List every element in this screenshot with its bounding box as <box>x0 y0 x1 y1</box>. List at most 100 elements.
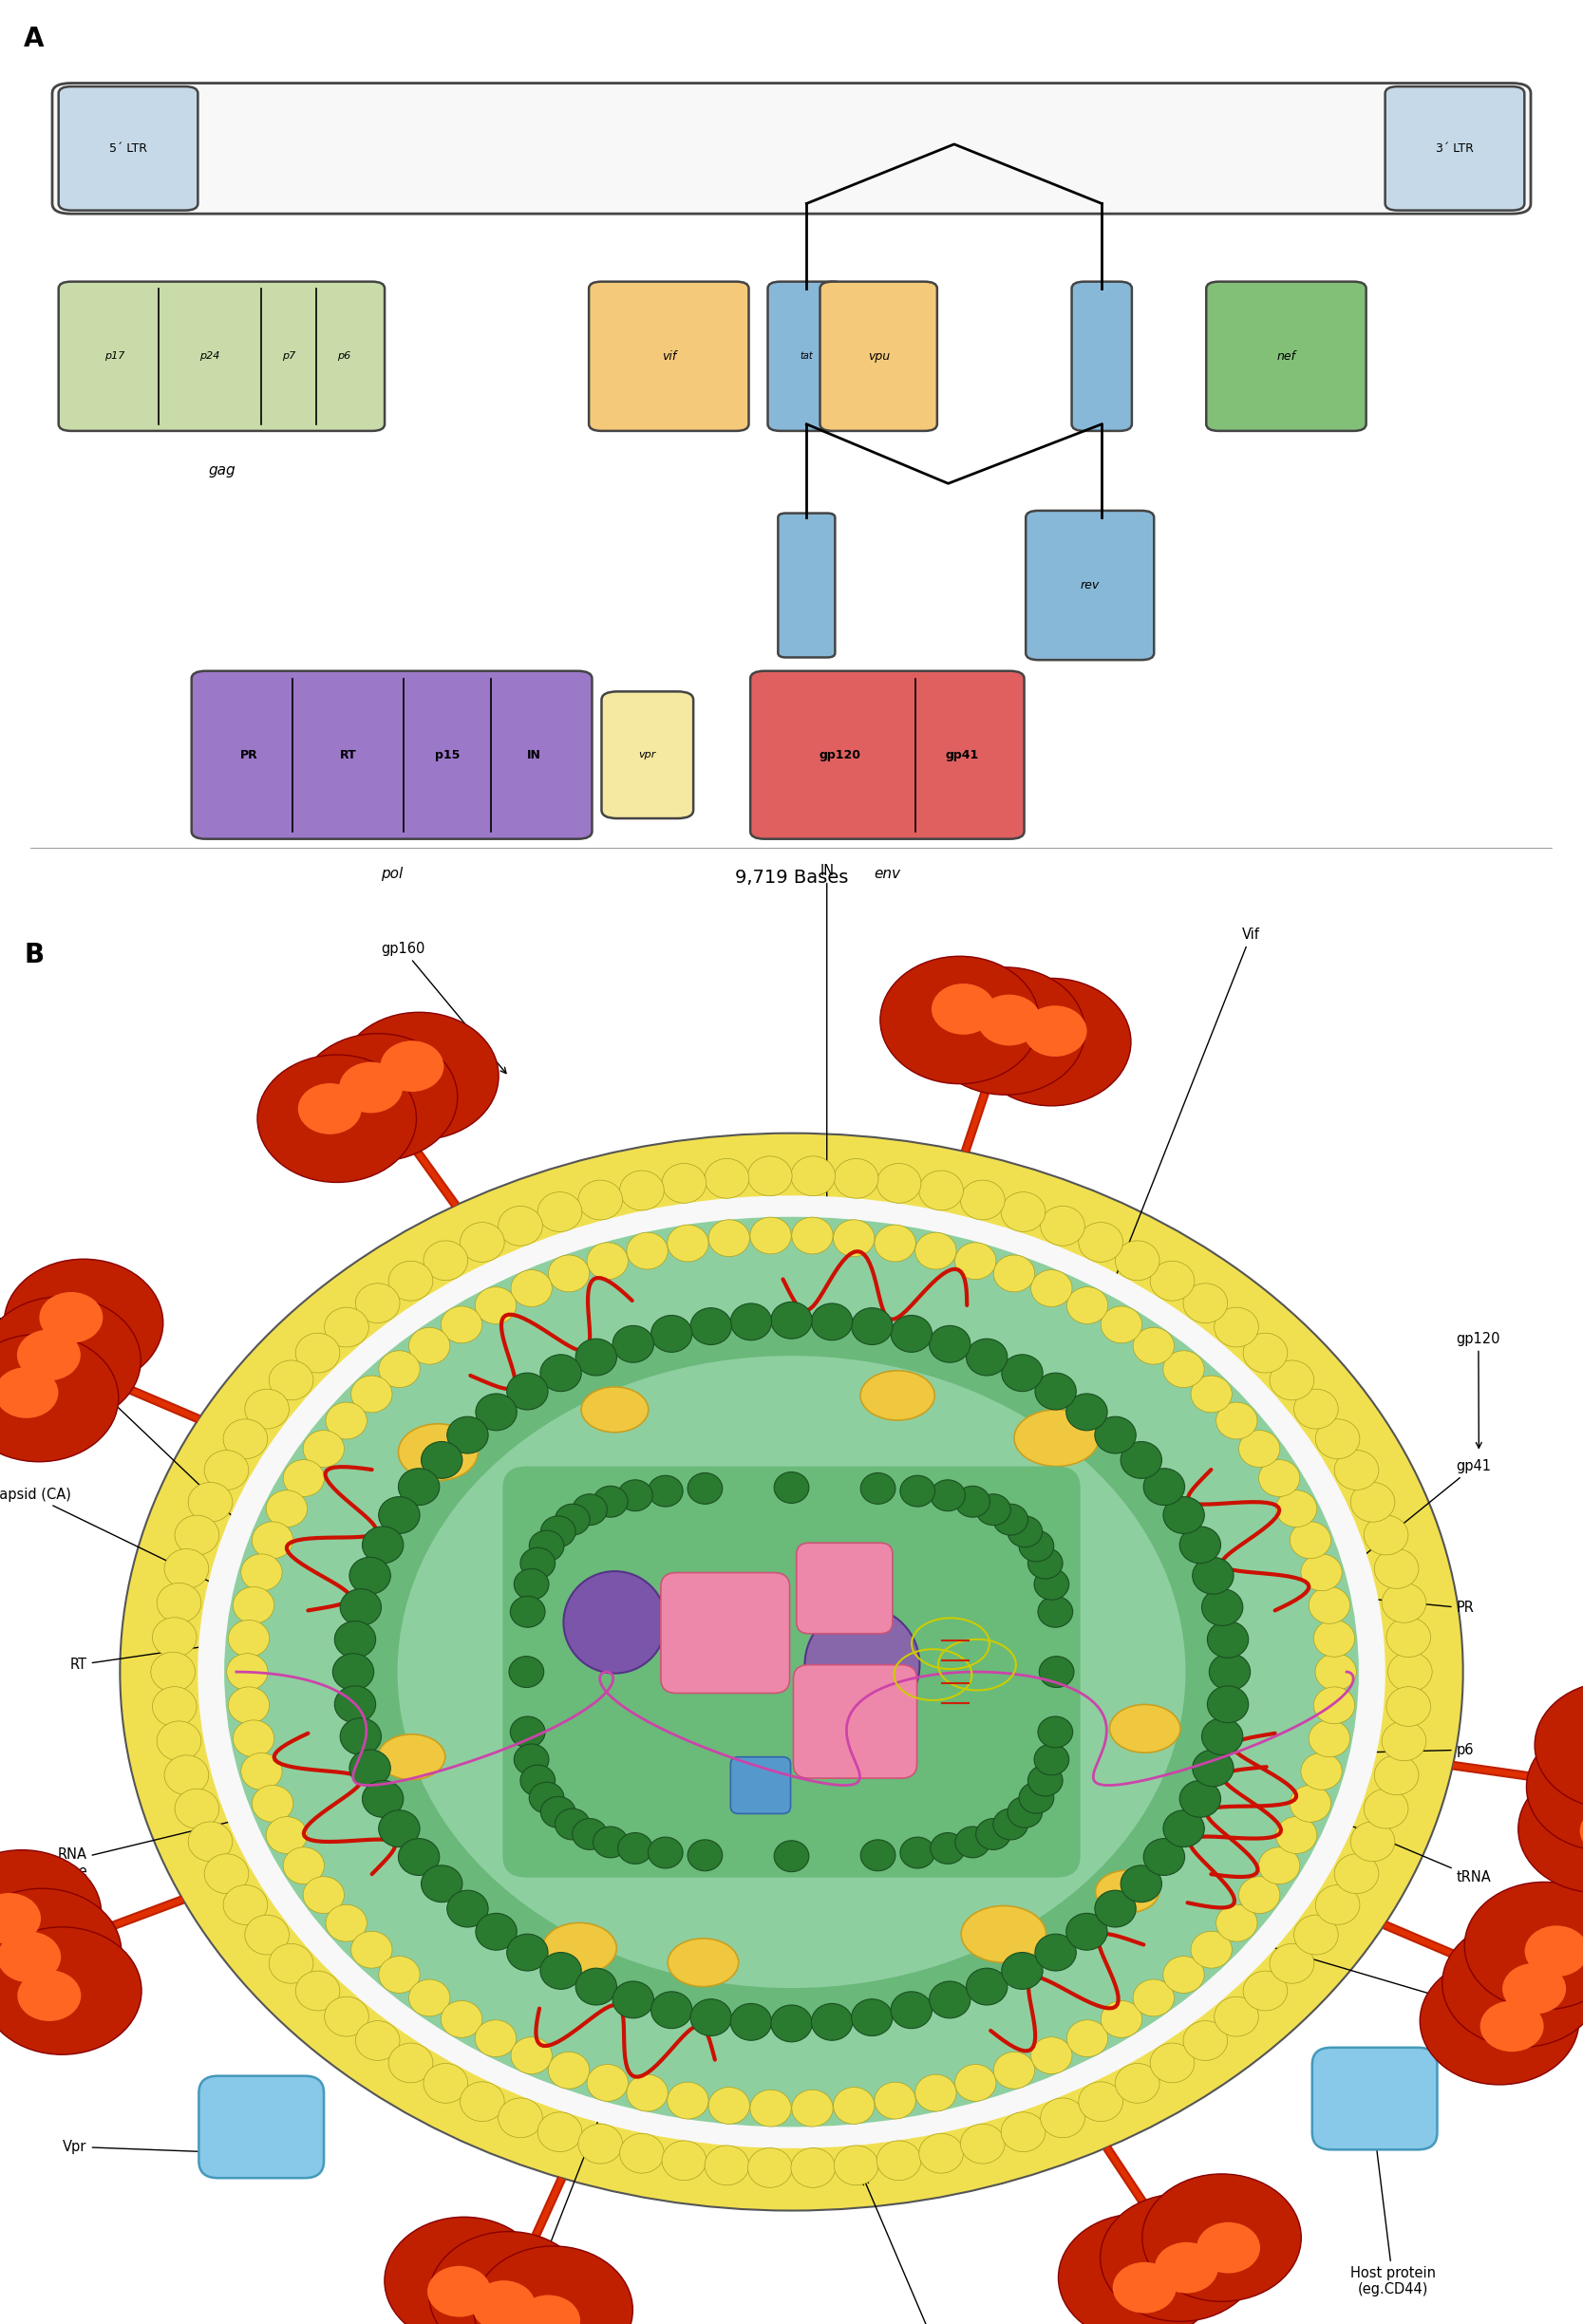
Circle shape <box>556 1808 590 1841</box>
Circle shape <box>774 1841 809 1871</box>
Circle shape <box>340 1717 382 1755</box>
Circle shape <box>165 1548 209 1590</box>
Circle shape <box>668 2082 709 2119</box>
Circle shape <box>1365 1789 1409 1829</box>
Circle shape <box>1183 1283 1227 1322</box>
Circle shape <box>573 1494 608 1525</box>
Circle shape <box>188 1822 233 1862</box>
Circle shape <box>1114 2064 1159 2103</box>
Circle shape <box>1192 1557 1233 1594</box>
Circle shape <box>245 1915 290 1954</box>
Circle shape <box>388 1262 432 1301</box>
Circle shape <box>296 1334 340 1373</box>
Circle shape <box>576 1339 617 1376</box>
Text: vif: vif <box>662 351 676 363</box>
Text: RT: RT <box>70 1585 611 1671</box>
Ellipse shape <box>1480 2001 1543 2052</box>
Circle shape <box>619 1171 663 1211</box>
Circle shape <box>1214 1308 1258 1348</box>
Circle shape <box>1095 1889 1137 1927</box>
Circle shape <box>1239 1875 1281 1913</box>
Circle shape <box>475 2020 516 2057</box>
Circle shape <box>1183 2022 1227 2061</box>
Circle shape <box>1002 1355 1043 1392</box>
Circle shape <box>1258 1848 1300 1885</box>
Circle shape <box>283 1848 325 1885</box>
Ellipse shape <box>1059 2215 1217 2324</box>
Text: rev: rev <box>1080 579 1100 593</box>
Circle shape <box>651 1315 692 1353</box>
Circle shape <box>507 1934 548 1971</box>
Circle shape <box>378 1497 419 1534</box>
Ellipse shape <box>1113 2261 1176 2312</box>
Circle shape <box>461 1222 505 1262</box>
Circle shape <box>792 2089 833 2126</box>
FancyBboxPatch shape <box>820 281 937 430</box>
Circle shape <box>668 1225 709 1262</box>
Circle shape <box>302 1429 344 1466</box>
Circle shape <box>1040 2099 1084 2138</box>
Circle shape <box>442 1306 483 1343</box>
Ellipse shape <box>429 2231 589 2324</box>
Ellipse shape <box>1420 1957 1578 2085</box>
Circle shape <box>1164 1957 1205 1994</box>
Ellipse shape <box>804 1606 920 1722</box>
Circle shape <box>1365 1515 1409 1555</box>
Text: gp41: gp41 <box>945 748 980 762</box>
Circle shape <box>1293 1915 1338 1954</box>
Ellipse shape <box>298 1083 361 1134</box>
Circle shape <box>1270 1943 1314 1982</box>
Circle shape <box>446 1889 488 1927</box>
Circle shape <box>955 1243 996 1281</box>
Circle shape <box>152 1618 196 1657</box>
Circle shape <box>165 1755 209 1794</box>
Circle shape <box>1201 1590 1243 1627</box>
Ellipse shape <box>861 1371 934 1420</box>
Circle shape <box>388 2043 432 2082</box>
Circle shape <box>1216 1401 1257 1439</box>
Circle shape <box>747 2147 792 2187</box>
Circle shape <box>521 1764 556 1796</box>
Circle shape <box>157 1583 201 1622</box>
Ellipse shape <box>1110 1703 1181 1752</box>
Circle shape <box>548 1255 589 1292</box>
Circle shape <box>1315 1420 1360 1459</box>
Circle shape <box>1035 1934 1076 1971</box>
Circle shape <box>510 1597 545 1627</box>
FancyBboxPatch shape <box>793 1664 917 1778</box>
Circle shape <box>350 1750 391 1787</box>
Circle shape <box>511 1269 552 1306</box>
Text: gp160: gp160 <box>380 941 507 1074</box>
Circle shape <box>931 1480 966 1511</box>
Circle shape <box>266 1490 307 1527</box>
Circle shape <box>1208 1622 1249 1657</box>
Circle shape <box>647 1836 682 1868</box>
Circle shape <box>1100 1306 1141 1343</box>
Ellipse shape <box>668 1938 739 1987</box>
FancyBboxPatch shape <box>768 281 845 430</box>
Circle shape <box>1382 1722 1426 1762</box>
Circle shape <box>929 1325 970 1362</box>
Circle shape <box>1038 1717 1073 1748</box>
Circle shape <box>1133 1980 1175 2017</box>
Text: 5´ LTR: 5´ LTR <box>109 142 147 156</box>
Ellipse shape <box>0 1850 101 1978</box>
Circle shape <box>1164 1810 1205 1848</box>
Circle shape <box>1388 1652 1433 1692</box>
Ellipse shape <box>271 1253 1312 2089</box>
Ellipse shape <box>972 978 1130 1106</box>
Text: p6: p6 <box>337 351 351 360</box>
Ellipse shape <box>961 1906 1046 1961</box>
Circle shape <box>617 1480 652 1511</box>
Circle shape <box>833 2087 874 2124</box>
Circle shape <box>704 1160 749 1199</box>
Circle shape <box>507 1373 548 1411</box>
Circle shape <box>1243 1334 1287 1373</box>
Circle shape <box>378 1350 419 1387</box>
Circle shape <box>1301 1752 1342 1789</box>
Circle shape <box>771 1301 812 1339</box>
Circle shape <box>975 1494 1010 1525</box>
Circle shape <box>1007 1515 1042 1548</box>
Circle shape <box>627 2075 668 2110</box>
Circle shape <box>834 1160 879 1199</box>
